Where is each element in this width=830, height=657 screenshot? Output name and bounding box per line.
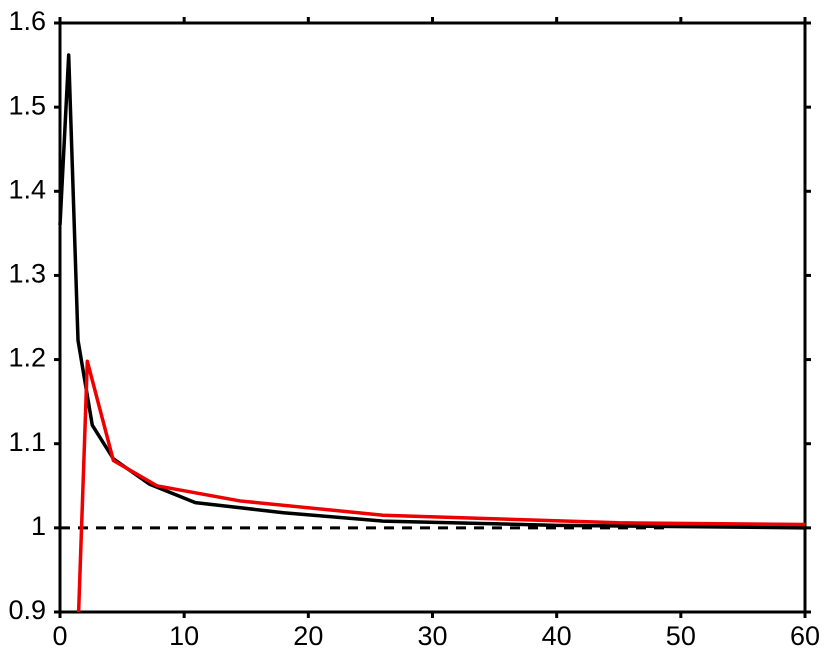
line-series <box>58 53 806 530</box>
y-tick-label: 1.4 <box>8 174 46 204</box>
x-tick-label: 30 <box>417 621 447 651</box>
y-tick-label: 1.6 <box>8 6 46 36</box>
x-tick-label: 40 <box>542 621 572 651</box>
x-tick-label: 10 <box>169 621 199 651</box>
y-tick-label: 1.3 <box>8 259 46 289</box>
x-tick-label: 50 <box>666 621 696 651</box>
y-tick-label: 1.2 <box>8 343 46 373</box>
x-tick-label: 20 <box>293 621 323 651</box>
y-tick-label: 1 <box>31 511 46 541</box>
x-tick-label: 0 <box>52 621 67 651</box>
y-tick-label: 1.5 <box>8 90 46 120</box>
y-tick-label: 0.9 <box>8 595 46 625</box>
y-tick-label: 1.1 <box>8 427 46 457</box>
line-series <box>76 359 806 613</box>
x-tick-label: 60 <box>790 621 820 651</box>
